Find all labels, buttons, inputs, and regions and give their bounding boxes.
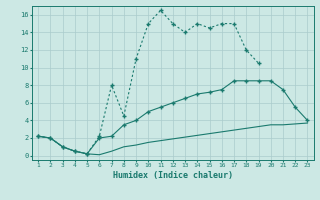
X-axis label: Humidex (Indice chaleur): Humidex (Indice chaleur) bbox=[113, 171, 233, 180]
